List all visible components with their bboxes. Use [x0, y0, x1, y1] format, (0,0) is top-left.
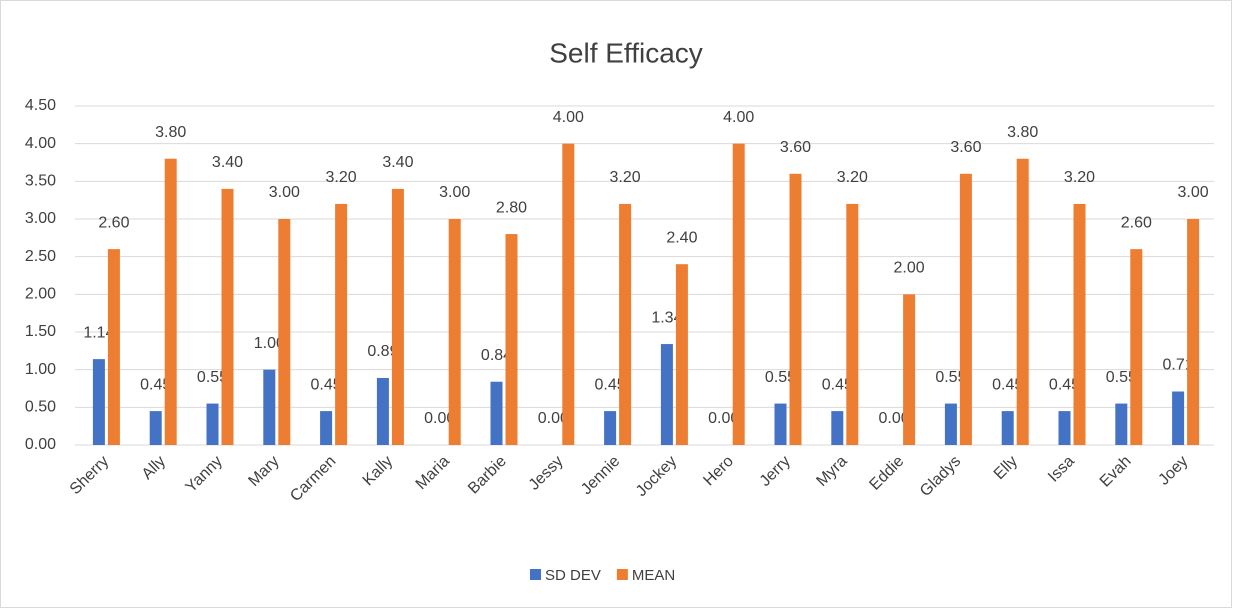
bar [732, 143, 745, 445]
bar [92, 359, 105, 445]
bar [164, 158, 177, 445]
data-label: 3.20 [837, 169, 868, 186]
data-label: 2.00 [894, 260, 925, 277]
bar [562, 143, 575, 445]
y-tick-label: 2.50 [25, 248, 56, 265]
data-label: 3.80 [1007, 124, 1038, 141]
y-tick-label: 2.00 [25, 286, 56, 303]
bar [490, 381, 503, 445]
data-label: 3.60 [950, 139, 981, 156]
bar [619, 203, 632, 445]
bar [944, 403, 957, 445]
y-tick-label: 4.50 [25, 97, 56, 114]
y-tick-label: 1.00 [25, 361, 56, 378]
data-label: 0.45 [311, 376, 342, 393]
data-label: 2.60 [1121, 214, 1152, 231]
bar [1058, 411, 1071, 445]
bar [221, 188, 234, 445]
data-label: 0.45 [140, 376, 171, 393]
y-tick-label: 0.50 [25, 399, 56, 416]
data-label: 3.00 [439, 184, 470, 201]
data-label: 0.45 [822, 376, 853, 393]
bar [660, 344, 673, 445]
data-label: 0.00 [538, 410, 569, 427]
bar [320, 411, 333, 445]
bar [903, 294, 916, 445]
data-label: 1.00 [254, 335, 285, 352]
data-label: 0.55 [935, 369, 966, 386]
y-tick-label: 1.50 [25, 323, 56, 340]
data-label: 0.84 [481, 347, 512, 364]
legend-swatch [530, 569, 541, 580]
bar [448, 219, 461, 445]
data-label: 3.40 [382, 154, 413, 171]
bar [959, 173, 972, 446]
data-label: 3.40 [212, 154, 243, 171]
bar [774, 403, 787, 445]
data-label: 0.55 [197, 369, 228, 386]
data-label: 3.20 [1064, 169, 1095, 186]
data-label: 2.80 [496, 199, 527, 216]
bar [107, 249, 120, 445]
y-tick-label: 3.50 [25, 173, 56, 190]
bar [1073, 203, 1086, 445]
bar [846, 203, 859, 445]
data-label: 4.00 [723, 109, 754, 126]
bar [335, 203, 348, 445]
data-label: 1.34 [651, 309, 682, 326]
bar [149, 411, 162, 445]
data-label: 2.40 [666, 229, 697, 246]
bar [1172, 391, 1185, 445]
bar [278, 219, 291, 445]
bar [1001, 411, 1014, 445]
y-tick-label: 0.00 [25, 436, 56, 453]
data-label: 0.55 [765, 369, 796, 386]
legend-label: MEAN [632, 567, 675, 584]
data-label: 2.60 [98, 214, 129, 231]
data-label: 3.20 [326, 169, 357, 186]
data-label: 0.45 [595, 376, 626, 393]
bar [789, 173, 802, 446]
data-label: 3.00 [1178, 184, 1209, 201]
data-label: 0.00 [708, 410, 739, 427]
y-tick-label: 4.00 [25, 135, 56, 152]
data-label: 3.60 [780, 139, 811, 156]
data-label: 3.00 [269, 184, 300, 201]
bar [604, 411, 617, 445]
legend-swatch [616, 569, 628, 580]
data-label: 3.20 [610, 169, 641, 186]
data-label: 0.89 [367, 343, 398, 360]
bar [391, 188, 404, 445]
legend-label: SD DEV [545, 567, 601, 584]
bar [376, 377, 389, 445]
y-tick-label: 3.00 [25, 210, 56, 227]
chart-title: Self Efficacy [549, 37, 703, 68]
data-label: 4.00 [553, 109, 584, 126]
data-label: 3.80 [155, 124, 186, 141]
bar [675, 264, 688, 445]
bar [1016, 158, 1029, 445]
bar [1187, 219, 1200, 445]
bar [1115, 403, 1128, 445]
bar [206, 403, 219, 445]
data-label: 0.55 [1106, 369, 1137, 386]
bar [505, 234, 518, 445]
data-label: 0.71 [1163, 357, 1194, 374]
bar [263, 369, 276, 445]
bar [1130, 249, 1143, 445]
data-label: 0.45 [992, 376, 1023, 393]
data-label: 0.45 [1049, 376, 1080, 393]
data-label: 0.00 [879, 410, 910, 427]
bar [831, 411, 844, 445]
data-label: 1.14 [83, 324, 114, 341]
data-label: 0.00 [424, 410, 455, 427]
